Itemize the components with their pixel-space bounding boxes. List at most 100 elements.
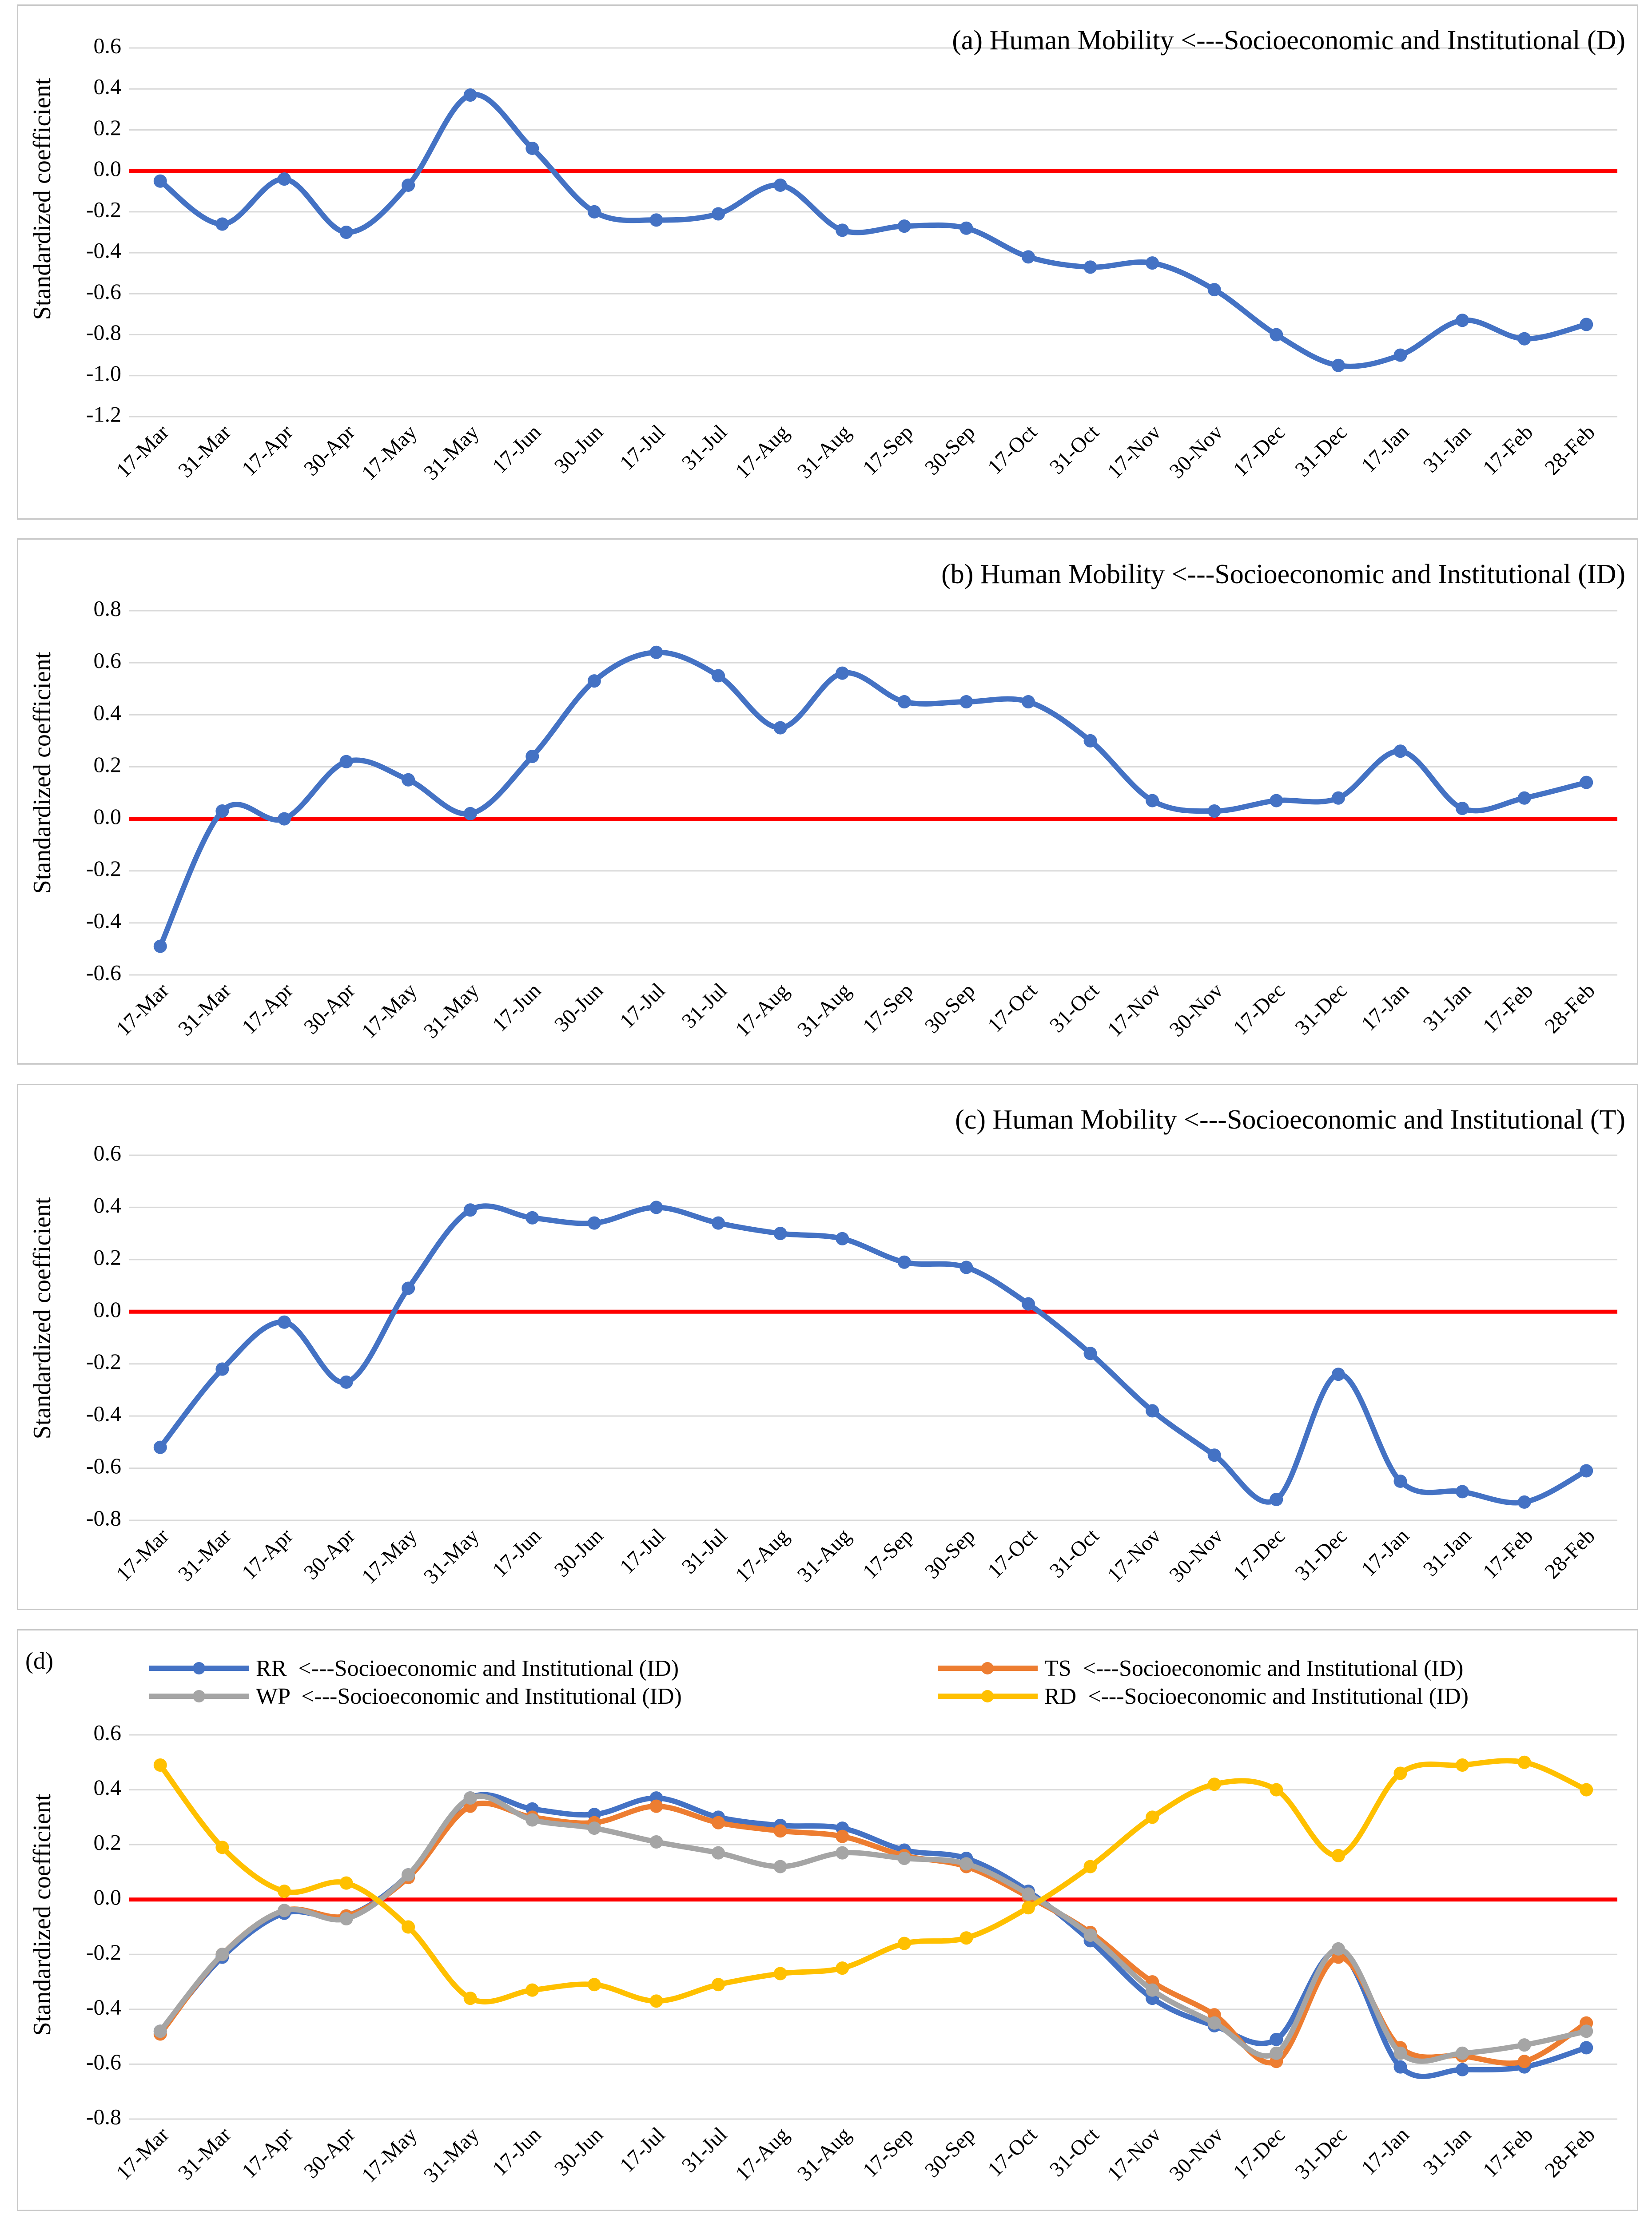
- chart-a-y-axis-label: Standardized coefficient: [28, 78, 56, 320]
- data-point: [1207, 2016, 1221, 2030]
- chart-panel-c: 0.6 0.4 0.2 0.0 -0.2 -0.4 -0.6 -0.8 17-Mar 31-Ma…: [17, 1084, 1638, 1610]
- y-tick-label: 0.0: [94, 1885, 122, 1909]
- chart-panel-a: 0.6 0.4 0.2 0.0 -0.2 -0.4 -0.6 -0.8 -1.0 -1.2 17-…: [17, 4, 1638, 520]
- x-tick-label: 31-Oct: [1045, 2123, 1104, 2181]
- x-tick-label: 17-Sep: [858, 420, 918, 480]
- y-tick-label: -0.4: [86, 1401, 121, 1426]
- data-point: [836, 223, 849, 237]
- legend-item-ts: TS <---Socioeconomic and Institutional (…: [938, 1656, 1463, 1681]
- chart-c-series: [153, 1201, 1593, 1509]
- legend-marker-ts: [981, 1662, 994, 1674]
- x-tick-label: 31-Oct: [1045, 420, 1104, 479]
- data-point: [525, 750, 539, 763]
- x-tick-label: 17-Oct: [983, 2123, 1042, 2181]
- data-point: [1331, 791, 1345, 805]
- x-tick-label: 17-Aug: [731, 1524, 793, 1587]
- y-tick-label: 0.2: [94, 752, 122, 777]
- x-tick-label: 31-May: [419, 1524, 484, 1588]
- legend-marker-wp: [193, 1690, 205, 1702]
- x-tick-label: 17-Mar: [111, 1524, 173, 1586]
- data-point: [1517, 1495, 1531, 1509]
- x-tick-label: 17-Dec: [1229, 1524, 1290, 1585]
- chart-b-title: (b) Human Mobility <---Socioeconomic and…: [941, 559, 1625, 589]
- x-tick-label: 31-Mar: [174, 2123, 235, 2184]
- data-point: [1456, 2063, 1469, 2076]
- data-point: [773, 721, 787, 735]
- data-point: [649, 645, 663, 659]
- x-tick-label: 17-Nov: [1103, 420, 1166, 483]
- x-tick-label: 17-Oct: [983, 978, 1042, 1037]
- data-point: [773, 1860, 787, 1873]
- y-tick-label: 0.4: [94, 700, 122, 725]
- x-tick-label: 31-Aug: [793, 978, 856, 1041]
- data-point: [1393, 2046, 1407, 2060]
- data-point: [836, 1232, 849, 1245]
- legend-marker-rr: [193, 1662, 205, 1674]
- x-tick-label: 31-Jan: [1419, 2123, 1476, 2179]
- data-point: [773, 1227, 787, 1241]
- x-tick-label: 17-Apr: [237, 2123, 298, 2183]
- data-point: [897, 695, 911, 708]
- legend-item-rr: RR <---Socioeconomic and Institutional (…: [149, 1656, 679, 1681]
- series-line: [157, 1792, 1589, 2080]
- y-tick-label: -1.2: [86, 402, 121, 426]
- data-point: [712, 1978, 725, 1992]
- x-tick-label: 17-Jan: [1357, 1524, 1413, 1581]
- data-point: [836, 666, 849, 680]
- data-point: [1270, 2032, 1283, 2046]
- x-tick-label: 31-Jan: [1419, 1524, 1476, 1581]
- data-point: [339, 226, 353, 239]
- data-point: [587, 1821, 601, 1835]
- data-point: [1146, 1983, 1159, 1997]
- data-point: [1580, 2024, 1593, 2038]
- x-tick-label: 17-Jul: [615, 978, 669, 1033]
- x-tick-label: 31-Jul: [677, 1524, 731, 1578]
- data-point: [959, 1261, 973, 1274]
- data-point: [153, 1758, 167, 1772]
- x-tick-label: 17-Oct: [983, 420, 1042, 479]
- y-tick-label: 0.4: [94, 74, 122, 99]
- data-point: [1393, 744, 1407, 758]
- y-tick-label: 0.4: [94, 1193, 122, 1217]
- legend-marker-rd: [981, 1690, 994, 1702]
- data-point: [959, 221, 973, 235]
- data-point: [897, 1255, 911, 1269]
- x-tick-label: 17-Dec: [1229, 978, 1290, 1039]
- chart-b-series: [153, 645, 1593, 953]
- chart-a-y-ticks: 0.6 0.4 0.2 0.0 -0.2 -0.4 -0.6 -0.8 -1.0 -1.2: [86, 33, 121, 426]
- data-point: [525, 1211, 539, 1225]
- chart-panel-d: 0.6 0.4 0.2 0.0 -0.2 -0.4 -0.6 -0.8 17-Mar 31-Ma…: [17, 1629, 1638, 2211]
- x-tick-label: 17-Jun: [488, 1524, 545, 1582]
- x-tick-label: 17-Apr: [237, 978, 298, 1039]
- x-tick-label: 17-Apr: [237, 420, 298, 481]
- x-tick-label: 17-Jan: [1357, 2123, 1413, 2179]
- x-tick-label: 30-Sep: [920, 420, 980, 480]
- y-tick-label: -0.6: [86, 2049, 121, 2074]
- x-tick-label: 31-May: [419, 2123, 484, 2187]
- chart-a-title: (a) Human Mobility <---Socioeconomic and…: [952, 25, 1625, 56]
- x-tick-label: 17-Jun: [488, 420, 545, 478]
- series-0: [153, 645, 1593, 953]
- data-point: [339, 1876, 353, 1890]
- data-point: [959, 695, 973, 708]
- data-point: [402, 1868, 415, 1882]
- x-tick-label: 31-Oct: [1045, 1524, 1104, 1583]
- data-point: [1146, 1810, 1159, 1824]
- chart-c-grid: [129, 1154, 1617, 1521]
- data-point: [1270, 1493, 1283, 1507]
- x-tick-label: 17-Mar: [111, 978, 173, 1040]
- x-tick-label: 17-Aug: [731, 978, 793, 1041]
- data-point: [215, 804, 229, 818]
- data-point: [1517, 791, 1531, 805]
- chart-panel-b: 0.8 0.6 0.4 0.2 0.0 -0.2 -0.4 -0.6 17-Mar 31-Mar…: [17, 538, 1638, 1065]
- data-point: [1021, 1901, 1035, 1915]
- data-point: [1331, 1942, 1345, 1956]
- chart-d-y-axis-label: Standardized coefficient: [28, 1793, 56, 2036]
- data-point: [897, 1852, 911, 1865]
- y-tick-label: 0.0: [94, 1297, 122, 1322]
- y-tick-label: -0.6: [86, 1453, 121, 1478]
- y-tick-label: 0.2: [94, 1830, 122, 1855]
- x-tick-label: 30-Nov: [1165, 2123, 1227, 2185]
- x-tick-label: 30-Apr: [299, 1524, 360, 1584]
